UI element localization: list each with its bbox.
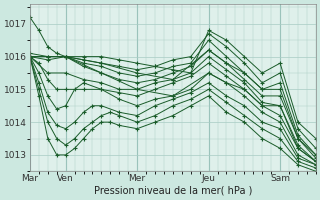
X-axis label: Pression niveau de la mer( hPa ): Pression niveau de la mer( hPa ) <box>94 186 252 196</box>
